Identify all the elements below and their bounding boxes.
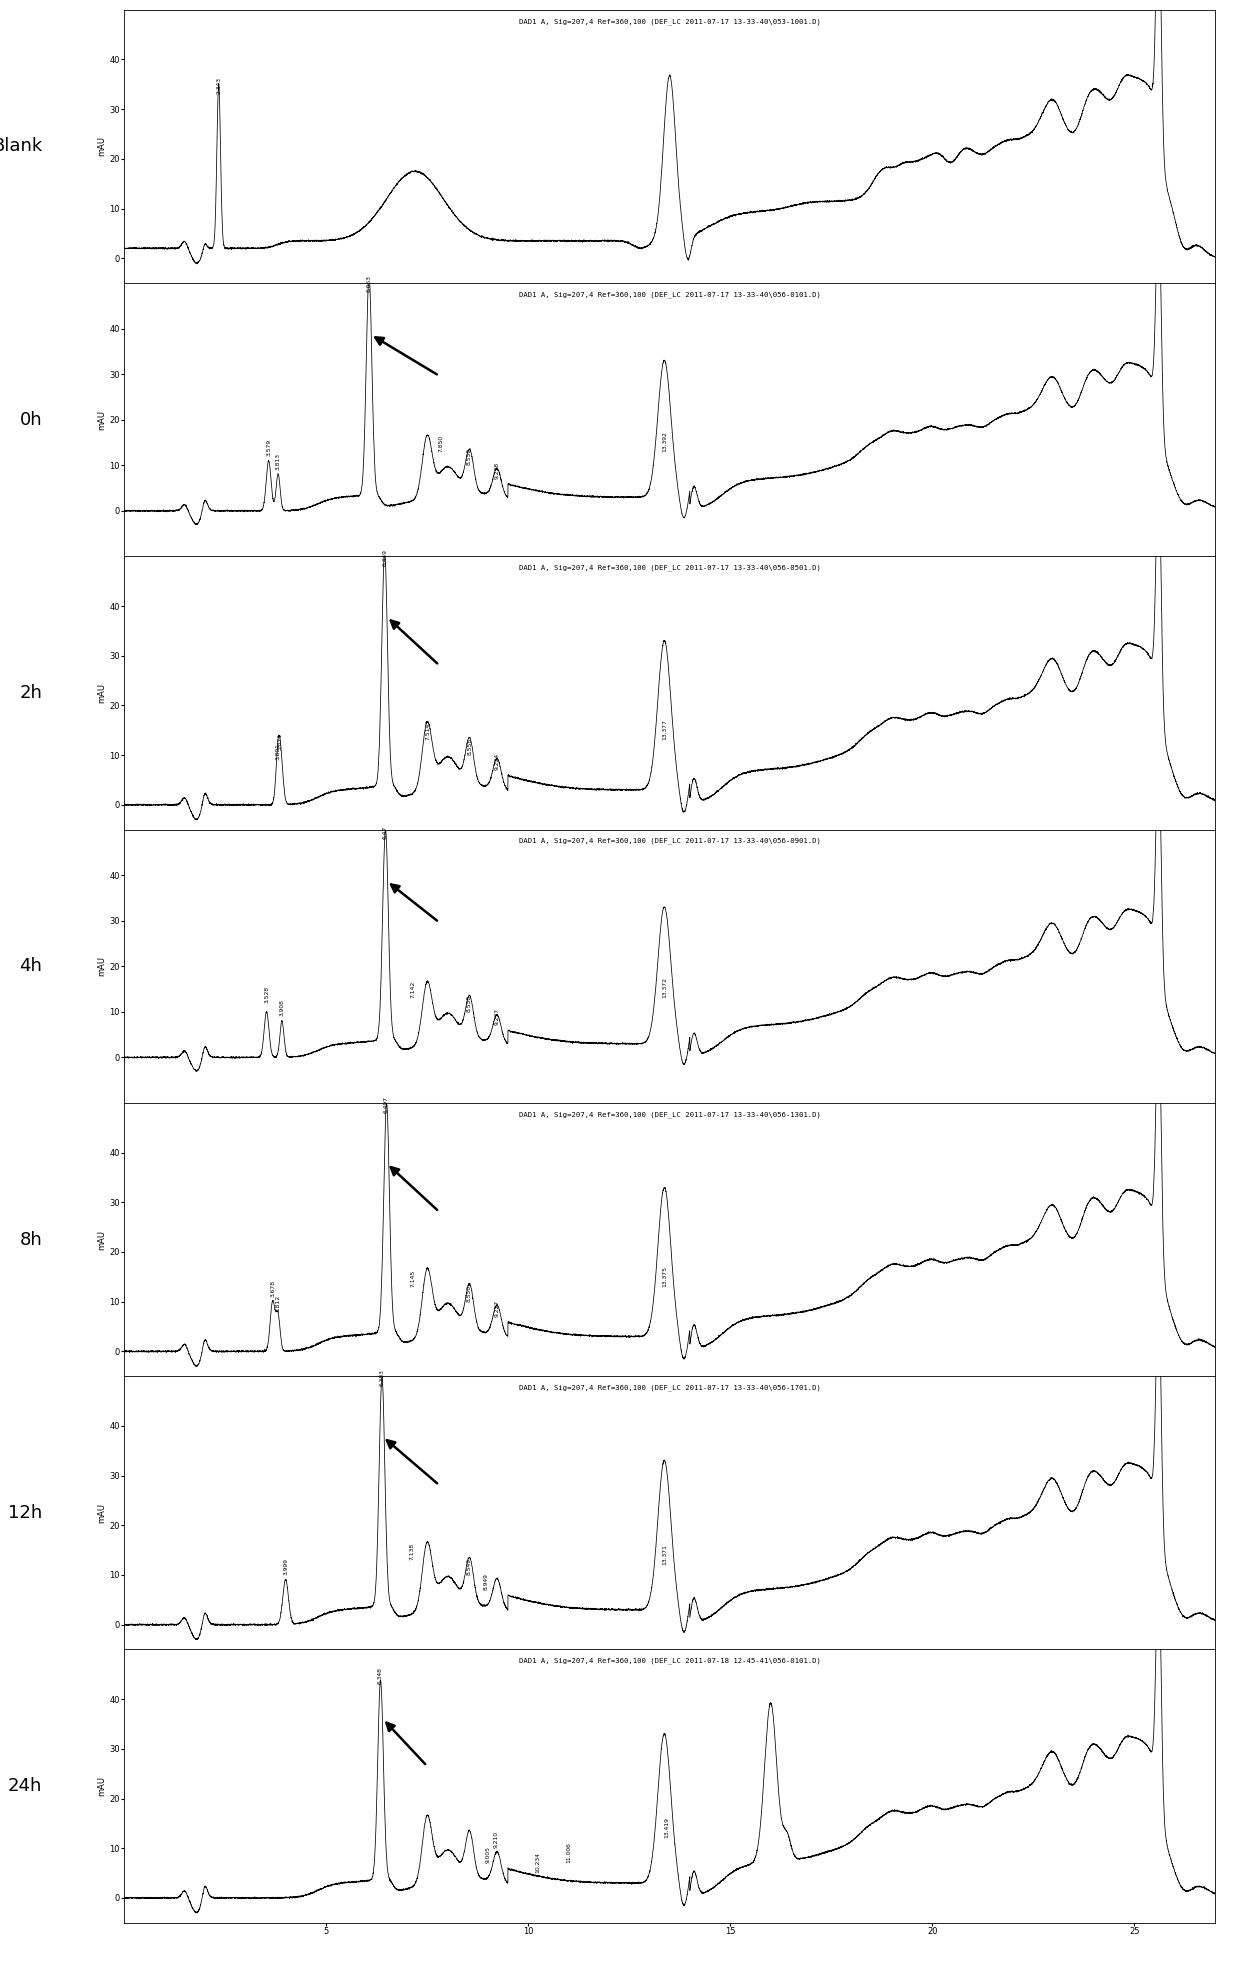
Text: 13.375: 13.375 — [662, 1265, 667, 1287]
Text: 8.549: 8.549 — [467, 1558, 472, 1575]
Y-axis label: mAU: mAU — [98, 1503, 107, 1523]
Text: 13.419: 13.419 — [663, 1817, 668, 1838]
Text: 3.678: 3.678 — [270, 1279, 275, 1297]
Text: 6.497: 6.497 — [384, 1097, 389, 1112]
Text: 2h: 2h — [20, 685, 42, 702]
Y-axis label: mAU: mAU — [98, 1776, 107, 1795]
Text: 10.234: 10.234 — [536, 1852, 541, 1874]
Text: 6.449: 6.449 — [382, 549, 387, 567]
Text: DAD1 A, Sig=207,4 Ref=360,100 (DEF_LC 2011-07-17 13-33-40\056-0501.D): DAD1 A, Sig=207,4 Ref=360,100 (DEF_LC 20… — [518, 565, 821, 571]
Text: 11.006: 11.006 — [567, 1842, 572, 1864]
Text: 9.227: 9.227 — [495, 1299, 500, 1317]
Text: Blank: Blank — [0, 137, 42, 155]
Text: 8.550: 8.550 — [467, 1285, 472, 1301]
Text: DAD1 A, Sig=207,4 Ref=360,100 (DEF_LC 2011-07-17 13-33-40\056-1301.D): DAD1 A, Sig=207,4 Ref=360,100 (DEF_LC 20… — [518, 1110, 821, 1118]
Y-axis label: mAU: mAU — [98, 1230, 107, 1250]
Text: 4h: 4h — [20, 957, 42, 975]
Text: 3.579: 3.579 — [267, 439, 272, 455]
Text: DAD1 A, Sig=207,4 Ref=360,100 (DEF_LC 2011-07-17 13-33-40\053-1001.D): DAD1 A, Sig=207,4 Ref=360,100 (DEF_LC 20… — [518, 18, 821, 26]
Text: 8.550: 8.550 — [467, 447, 472, 465]
Text: 13.371: 13.371 — [662, 1544, 667, 1566]
Y-axis label: mAU: mAU — [98, 137, 107, 157]
Text: DAD1 A, Sig=207,4 Ref=360,100 (DEF_LC 2011-07-18 12-45-41\056-0101.D): DAD1 A, Sig=207,4 Ref=360,100 (DEF_LC 20… — [518, 1658, 821, 1664]
Text: 9.224: 9.224 — [495, 753, 500, 769]
Text: 3.871: 3.871 — [278, 734, 283, 749]
Text: 13.372: 13.372 — [662, 977, 667, 999]
Y-axis label: mAU: mAU — [98, 410, 107, 430]
Text: 6.47: 6.47 — [383, 826, 388, 838]
Text: 8.949: 8.949 — [484, 1574, 489, 1589]
Text: 9.210: 9.210 — [494, 1831, 498, 1848]
Text: 2.343: 2.343 — [216, 77, 221, 94]
Text: DAD1 A, Sig=207,4 Ref=360,100 (DEF_LC 2011-07-17 13-33-40\056-0901.D): DAD1 A, Sig=207,4 Ref=360,100 (DEF_LC 20… — [518, 838, 821, 844]
Text: 13.377: 13.377 — [662, 720, 667, 740]
Text: 7.142: 7.142 — [410, 981, 415, 999]
Text: 8h: 8h — [20, 1230, 42, 1248]
Text: 9.005: 9.005 — [485, 1846, 491, 1864]
Text: 3.528: 3.528 — [264, 985, 269, 1003]
Text: 3.813: 3.813 — [275, 453, 280, 469]
Text: 3.801: 3.801 — [275, 744, 280, 759]
Y-axis label: mAU: mAU — [98, 955, 107, 977]
Y-axis label: mAU: mAU — [98, 683, 107, 702]
Text: 0h: 0h — [20, 410, 42, 430]
Text: 6.063: 6.063 — [367, 275, 372, 292]
Text: 12h: 12h — [7, 1503, 42, 1523]
Text: 24h: 24h — [7, 1778, 42, 1795]
Text: 7.5141: 7.5141 — [425, 720, 430, 740]
Text: 8.550: 8.550 — [467, 995, 472, 1012]
Text: 3.908: 3.908 — [279, 999, 284, 1016]
Text: 6.348: 6.348 — [378, 1668, 383, 1683]
Text: 3.812: 3.812 — [275, 1295, 280, 1313]
Text: DAD1 A, Sig=207,4 Ref=360,100 (DEF_LC 2011-07-17 13-33-40\056-1701.D): DAD1 A, Sig=207,4 Ref=360,100 (DEF_LC 20… — [518, 1385, 821, 1391]
Text: 13.392: 13.392 — [662, 432, 667, 451]
Text: 9.228: 9.228 — [495, 461, 500, 479]
Text: 3.999: 3.999 — [283, 1558, 288, 1575]
Text: 9.237: 9.237 — [495, 1008, 500, 1026]
Text: 8.558: 8.558 — [467, 738, 472, 755]
Text: 6.383: 6.383 — [379, 1369, 384, 1385]
Text: 7.850: 7.850 — [439, 434, 444, 451]
Text: 7.138: 7.138 — [410, 1542, 415, 1560]
Text: DAD1 A, Sig=207,4 Ref=360,100 (DEF_LC 2011-07-17 13-33-40\056-0101.D): DAD1 A, Sig=207,4 Ref=360,100 (DEF_LC 20… — [518, 290, 821, 298]
Text: 7.145: 7.145 — [410, 1269, 415, 1287]
